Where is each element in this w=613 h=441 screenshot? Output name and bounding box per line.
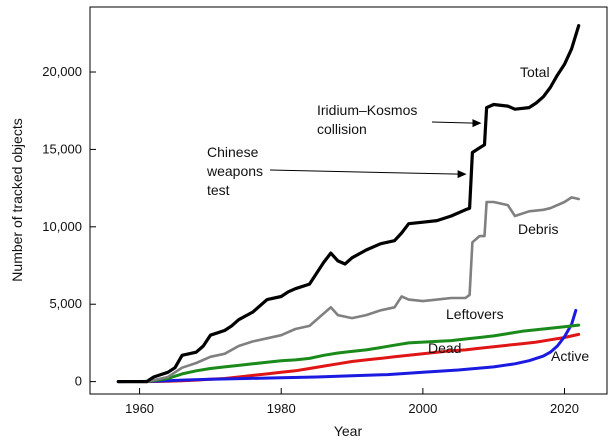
x-tick-label: 2020 bbox=[550, 401, 579, 416]
x-tick-label: 1980 bbox=[267, 401, 296, 416]
annotation-arrow-line bbox=[431, 121, 475, 124]
y-tick-label: 10,000 bbox=[42, 219, 82, 234]
y-tick-label: 20,000 bbox=[42, 64, 82, 79]
series-line-active bbox=[116, 308, 578, 384]
annotation-total: Total bbox=[520, 64, 550, 80]
annotation-layer: Total Debris Leftovers Dead Active Chinese wea… bbox=[206, 64, 589, 364]
y-axis: 0 5,000 10,000 15,000 20,000 bbox=[42, 64, 96, 389]
series-layer bbox=[116, 24, 581, 384]
annotation-active: Active bbox=[551, 348, 589, 364]
annotation-chinese-weapons-test: Chinese weapons test bbox=[206, 144, 263, 198]
annotation-dead: Dead bbox=[428, 340, 461, 356]
series-line-total bbox=[116, 24, 581, 384]
x-tick-label: 1960 bbox=[125, 401, 154, 416]
y-tick-label: 0 bbox=[75, 374, 82, 389]
annotation-arrowhead bbox=[457, 170, 467, 179]
x-tick-label: 2000 bbox=[408, 401, 437, 416]
x-axis-title: Year bbox=[334, 423, 363, 439]
annotation-iridium-kosmos-collision: Iridium–Kosmos collision bbox=[317, 102, 417, 137]
annotation-arrow-line bbox=[269, 169, 460, 175]
y-tick-label: 5,000 bbox=[49, 296, 82, 311]
plot-frame bbox=[89, 6, 608, 395]
annotation-debris: Debris bbox=[518, 221, 558, 237]
annotation-leftovers: Leftovers bbox=[446, 306, 504, 322]
y-tick-label: 15,000 bbox=[42, 141, 82, 156]
y-axis-title: Number of tracked objects bbox=[9, 118, 25, 281]
annotation-arrowhead bbox=[472, 119, 482, 128]
series-line-debris bbox=[145, 196, 580, 383]
series-line-leftovers bbox=[145, 323, 581, 384]
x-axis: 1960 1980 2000 2020 bbox=[125, 388, 579, 416]
